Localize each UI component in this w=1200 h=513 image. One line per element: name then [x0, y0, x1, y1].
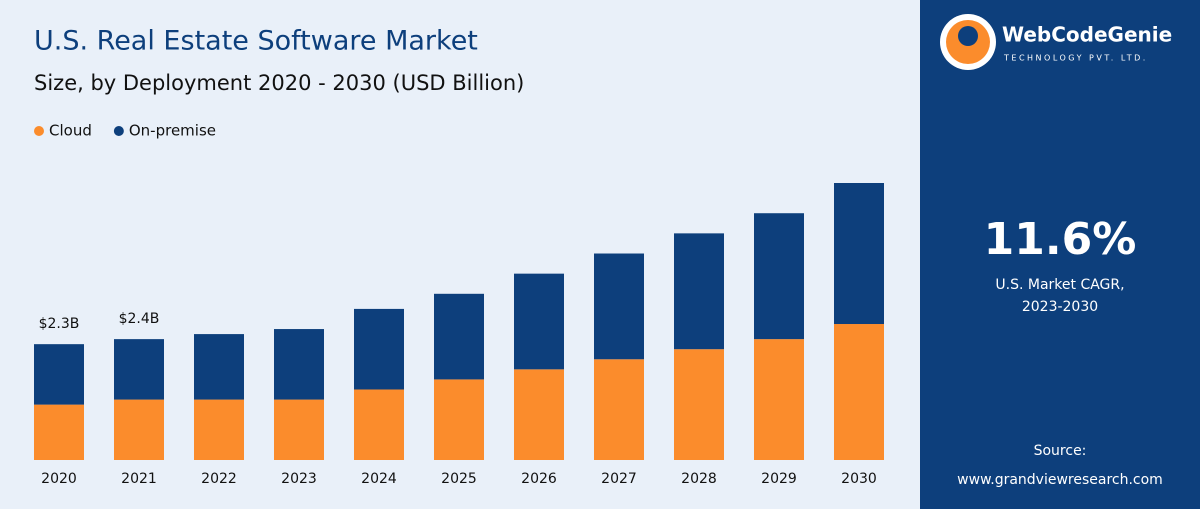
logo-mark-inner: [958, 26, 978, 46]
x-tick-label: 2029: [761, 471, 797, 487]
x-tick-label: 2030: [841, 471, 877, 487]
bar-segment: [674, 233, 724, 350]
chart-title: U.S. Real Estate Software Market: [34, 26, 478, 57]
bar-segment: [274, 399, 324, 460]
bar-segment: [354, 308, 404, 390]
bar-segment: [434, 379, 484, 460]
total-label: $2.3B: [39, 316, 80, 332]
legend-label: Cloud: [49, 122, 92, 140]
legend-marker: [34, 126, 44, 136]
source-label: Source:: [1034, 443, 1087, 459]
bar-segment: [114, 399, 164, 460]
bar-segment: [514, 369, 564, 460]
total-label: $2.4B: [119, 311, 160, 327]
bar-segment: [194, 334, 244, 400]
bar-segment: [34, 344, 84, 405]
bar-segment: [274, 329, 324, 400]
cagr-label: 2023-2030: [1022, 299, 1098, 315]
bar-segment: [594, 359, 644, 460]
chart-subtitle: Size, by Deployment 2020 - 2030 (USD Bil…: [34, 71, 524, 95]
x-tick-label: 2023: [281, 471, 317, 487]
brand-subtitle: TECHNOLOGY PVT. LTD.: [1003, 54, 1148, 63]
side-panel: [920, 0, 1200, 509]
x-tick-label: 2021: [121, 471, 157, 487]
bar-segment: [834, 324, 884, 460]
bar-segment: [354, 389, 404, 460]
x-tick-label: 2028: [681, 471, 717, 487]
x-tick-label: 2022: [201, 471, 237, 487]
logo: WebCodeGenie TECHNOLOGY PVT. LTD.: [940, 14, 1172, 70]
bar-segment: [194, 399, 244, 460]
x-tick-label: 2025: [441, 471, 477, 487]
brand-name: WebCodeGenie: [1002, 23, 1172, 47]
cagr-value: 11.6%: [984, 214, 1137, 265]
x-tick-label: 2020: [41, 471, 77, 487]
bar-segment: [594, 253, 644, 360]
legend-marker: [113, 126, 124, 136]
bar-segment: [514, 273, 564, 370]
bar-segment: [434, 293, 484, 380]
bar-segment: [34, 404, 84, 460]
bar-segment: [754, 339, 804, 460]
cagr-label: U.S. Market CAGR,: [995, 277, 1124, 293]
legend-label: On-premise: [129, 122, 216, 140]
source-url: www.grandviewresearch.com: [957, 472, 1163, 488]
x-tick-label: 2024: [361, 471, 397, 487]
bar-segment: [834, 183, 884, 325]
x-tick-label: 2026: [521, 471, 557, 487]
bar-segment: [674, 349, 724, 460]
x-tick-label: 2027: [601, 471, 637, 487]
bar-segment: [114, 339, 164, 400]
bar-segment: [754, 213, 804, 340]
